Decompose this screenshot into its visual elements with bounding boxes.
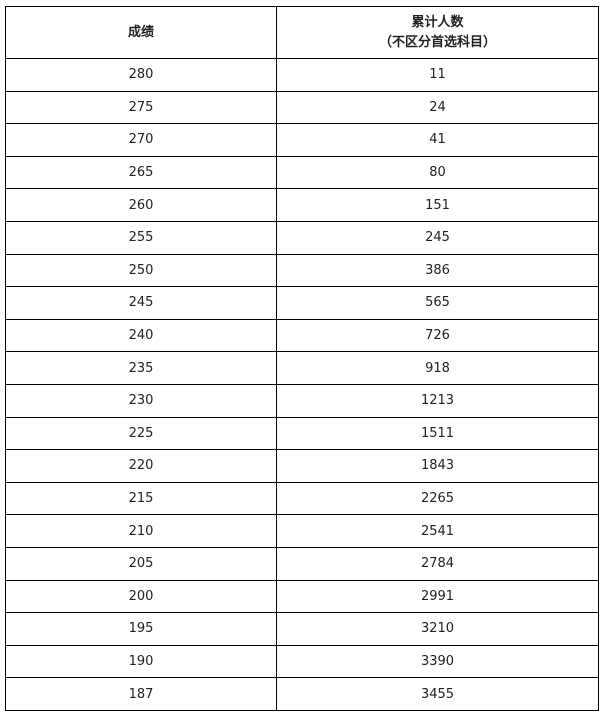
score-cell: 250 [5, 253, 277, 288]
table-row: 195 3210 [5, 612, 599, 646]
table-row: 245 565 [5, 286, 599, 320]
count-cell: 41 [276, 123, 599, 157]
score-cell: 260 [5, 188, 277, 222]
table-row: 250 386 [5, 253, 599, 288]
score-cell: 240 [5, 318, 277, 353]
score-cell: 215 [5, 481, 277, 516]
table-row: 275 24 [5, 90, 599, 125]
count-cell: 24 [276, 90, 599, 125]
count-cell: 3455 [276, 677, 599, 711]
score-cell: 230 [5, 383, 277, 418]
count-cell: 3390 [276, 644, 599, 679]
score-cell: 225 [5, 416, 277, 451]
count-cell: 1213 [276, 383, 599, 418]
table-row: 205 2784 [5, 546, 599, 581]
count-cell: 726 [276, 318, 599, 353]
header-cumulative-count: 累计人数 （不区分首选科目） [276, 6, 599, 59]
count-cell: 2784 [276, 546, 599, 581]
count-cell: 11 [276, 58, 599, 92]
table-row: 240 726 [5, 318, 599, 353]
table-row: 265 80 [5, 155, 599, 190]
table-row: 260 151 [5, 188, 599, 222]
count-cell: 151 [276, 188, 599, 222]
score-cell: 280 [5, 58, 277, 92]
score-cell: 235 [5, 351, 277, 385]
score-cell: 245 [5, 286, 277, 320]
score-cell: 210 [5, 514, 277, 548]
score-cell: 195 [5, 612, 277, 646]
score-cell: 265 [5, 155, 277, 190]
table-row: 220 1843 [5, 449, 599, 483]
score-cell: 200 [5, 579, 277, 614]
table-row: 215 2265 [5, 481, 599, 516]
table-row: 230 1213 [5, 383, 599, 418]
count-cell: 2265 [276, 481, 599, 516]
score-cell: 190 [5, 644, 277, 679]
table-row: 280 11 [5, 58, 599, 92]
header-count-label: 累计人数 [411, 14, 464, 30]
header-score: 成绩 [5, 6, 277, 59]
score-cell: 275 [5, 90, 277, 125]
count-cell: 565 [276, 286, 599, 320]
header-count-note: （不区分首选科目） [378, 34, 496, 50]
count-cell: 245 [276, 220, 599, 255]
header-score-label: 成绩 [127, 24, 154, 40]
count-cell: 386 [276, 253, 599, 288]
count-cell: 2991 [276, 579, 599, 614]
count-cell: 1511 [276, 416, 599, 451]
table-header-row: 成绩 累计人数 （不区分首选科目） [5, 6, 599, 59]
table-row: 200 2991 [5, 579, 599, 614]
table-row: 190 3390 [5, 644, 599, 679]
score-cell: 220 [5, 449, 277, 483]
count-cell: 3210 [276, 612, 599, 646]
table-row: 255 245 [5, 220, 599, 255]
score-cell: 187 [5, 677, 277, 711]
count-cell: 80 [276, 155, 599, 190]
table-row: 270 41 [5, 123, 599, 157]
table-row: 210 2541 [5, 514, 599, 548]
score-table: 成绩 累计人数 （不区分首选科目） 280 11 275 24 270 41 265 80 260… [5, 6, 599, 711]
score-cell: 270 [5, 123, 277, 157]
score-cell: 205 [5, 546, 277, 581]
count-cell: 918 [276, 351, 599, 385]
count-cell: 2541 [276, 514, 599, 548]
table-row: 235 918 [5, 351, 599, 385]
count-cell: 1843 [276, 449, 599, 483]
table-row: 225 1511 [5, 416, 599, 451]
score-cell: 255 [5, 220, 277, 255]
table-row: 187 3455 [5, 677, 599, 711]
